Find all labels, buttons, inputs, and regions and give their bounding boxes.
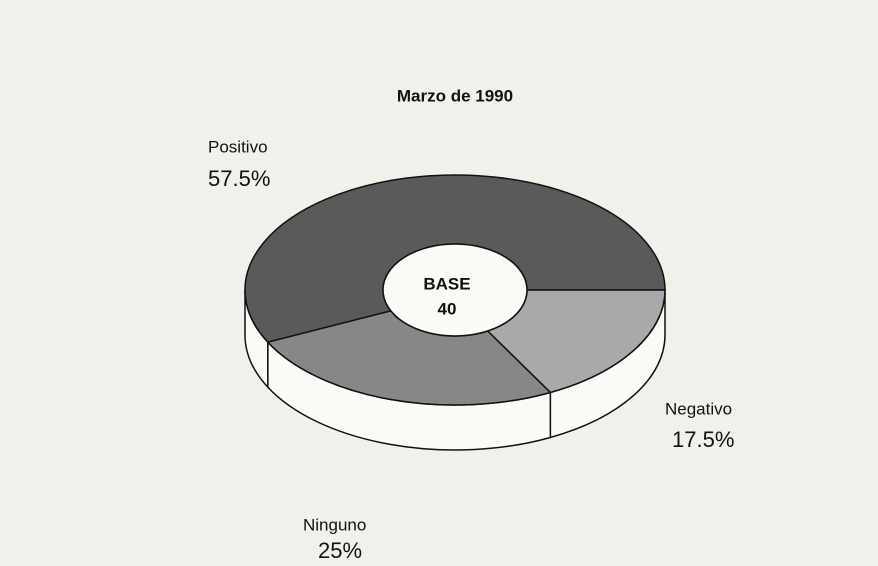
slice-name: Ninguno (303, 515, 366, 534)
slice-name: Positivo (208, 137, 268, 156)
slice-name: Negativo (665, 399, 732, 418)
slice-value-label: 25% (318, 538, 362, 563)
chart-title: Marzo de 1990 (397, 86, 513, 105)
center-value: 40 (438, 299, 457, 318)
donut-hole (382, 243, 528, 337)
slice-value-label: 57.5% (208, 166, 270, 191)
center-label: BASE (423, 274, 470, 293)
slice-value-label: 17.5% (672, 427, 734, 452)
